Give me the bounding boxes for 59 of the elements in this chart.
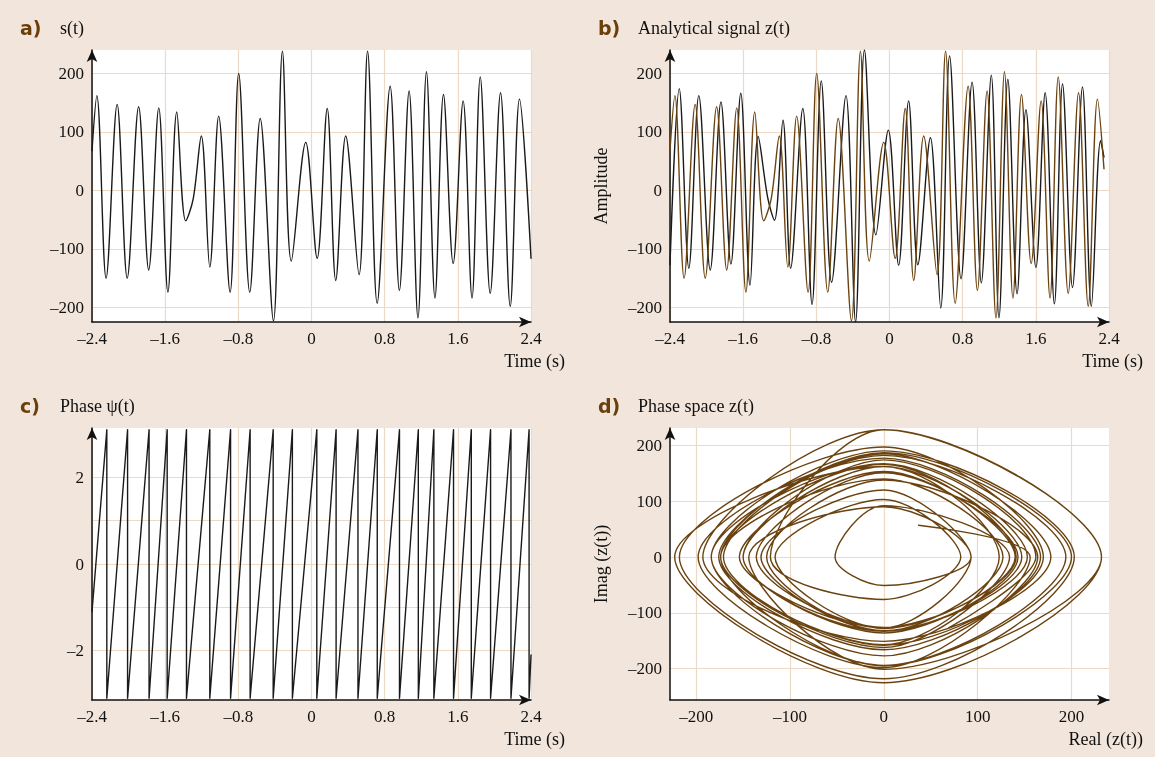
x-tick-label: 0	[307, 329, 316, 348]
x-tick-label: –100	[772, 707, 808, 726]
x-tick-label: 2.4	[1098, 329, 1121, 348]
x-tick-label: –200	[678, 707, 714, 726]
y-axis-title: Imag (z(t))	[591, 524, 612, 604]
x-tick-label: 100	[964, 707, 991, 726]
x-tick-label: –0.8	[222, 329, 254, 348]
x-tick-label: –2.4	[76, 329, 108, 348]
x-tick-label: 0.8	[374, 329, 396, 348]
text: d)	[598, 394, 621, 417]
text: c)	[20, 394, 40, 417]
y-tick-label: –2	[66, 641, 84, 661]
y-tick-label: 200	[58, 63, 84, 83]
text: b)	[598, 16, 621, 39]
chart-title: Phase ψ(t)	[60, 396, 135, 417]
y-tick-label: –200	[49, 297, 84, 317]
y-tick-label: –100	[49, 239, 84, 259]
x-tick-label: 2.4	[520, 707, 543, 726]
y-tick-label: 100	[58, 122, 84, 142]
line-series	[673, 428, 1103, 684]
y-tick-label: 0	[653, 547, 662, 567]
y-tick-label: 100	[636, 491, 662, 511]
x-tick-label: –1.6	[727, 329, 759, 348]
y-axis-title: Amplitude	[591, 147, 611, 225]
x-tick-label: 1.6	[447, 329, 469, 348]
x-axis-title: Time (s)	[504, 729, 565, 750]
y-tick-label: 0	[653, 180, 662, 200]
x-axis-title: Time (s)	[1082, 351, 1143, 372]
chart-title: Analytical signal z(t)	[638, 18, 790, 39]
x-tick-label: 0	[885, 329, 894, 348]
x-tick-label: 0	[879, 707, 889, 726]
chart-title: s(t)	[60, 18, 84, 39]
x-tick-label: –2.4	[76, 707, 108, 726]
x-tick-label: –1.6	[149, 707, 181, 726]
x-axis-title: Time (s)	[504, 351, 565, 372]
x-tick-label: –2.4	[654, 329, 686, 348]
chart-title: Phase space z(t)	[638, 396, 754, 417]
x-tick-label: –0.8	[800, 329, 832, 348]
text: a)	[20, 16, 42, 39]
x-tick-label: 2.4	[520, 329, 543, 348]
y-tick-label: 100	[636, 122, 662, 142]
y-tick-label: –100	[627, 603, 662, 623]
y-tick-label: 0	[75, 554, 84, 574]
x-tick-label: 0.8	[374, 707, 396, 726]
y-tick-label: –200	[627, 659, 662, 679]
x-axis-title: Real (z(t))	[1068, 729, 1143, 750]
x-tick-label: 0	[307, 707, 316, 726]
x-tick-label: 200	[1058, 707, 1085, 726]
x-tick-label: –1.6	[149, 329, 181, 348]
x-tick-label: 0.8	[952, 329, 974, 348]
y-tick-label: 2	[75, 467, 84, 487]
x-tick-label: –0.8	[222, 707, 254, 726]
y-tick-label: –100	[627, 239, 662, 259]
y-tick-label: 0	[75, 180, 84, 200]
y-tick-label: 200	[636, 63, 662, 83]
x-tick-label: 1.6	[447, 707, 469, 726]
x-tick-label: 1.6	[1025, 329, 1047, 348]
y-tick-label: 200	[636, 435, 662, 455]
y-tick-label: –200	[627, 297, 662, 317]
